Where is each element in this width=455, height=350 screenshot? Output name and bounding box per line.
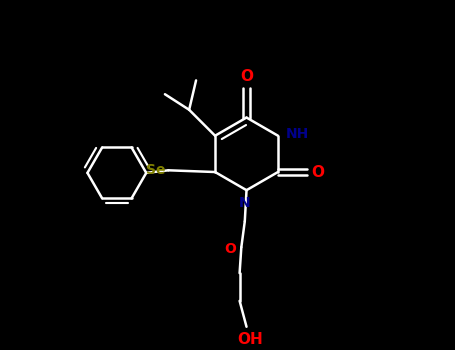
- Text: O: O: [224, 242, 236, 256]
- Text: NH: NH: [286, 127, 309, 141]
- Text: N: N: [239, 196, 251, 210]
- Text: O: O: [312, 164, 324, 180]
- Text: OH: OH: [237, 332, 263, 347]
- Text: O: O: [240, 69, 253, 84]
- Text: Se: Se: [146, 163, 166, 177]
